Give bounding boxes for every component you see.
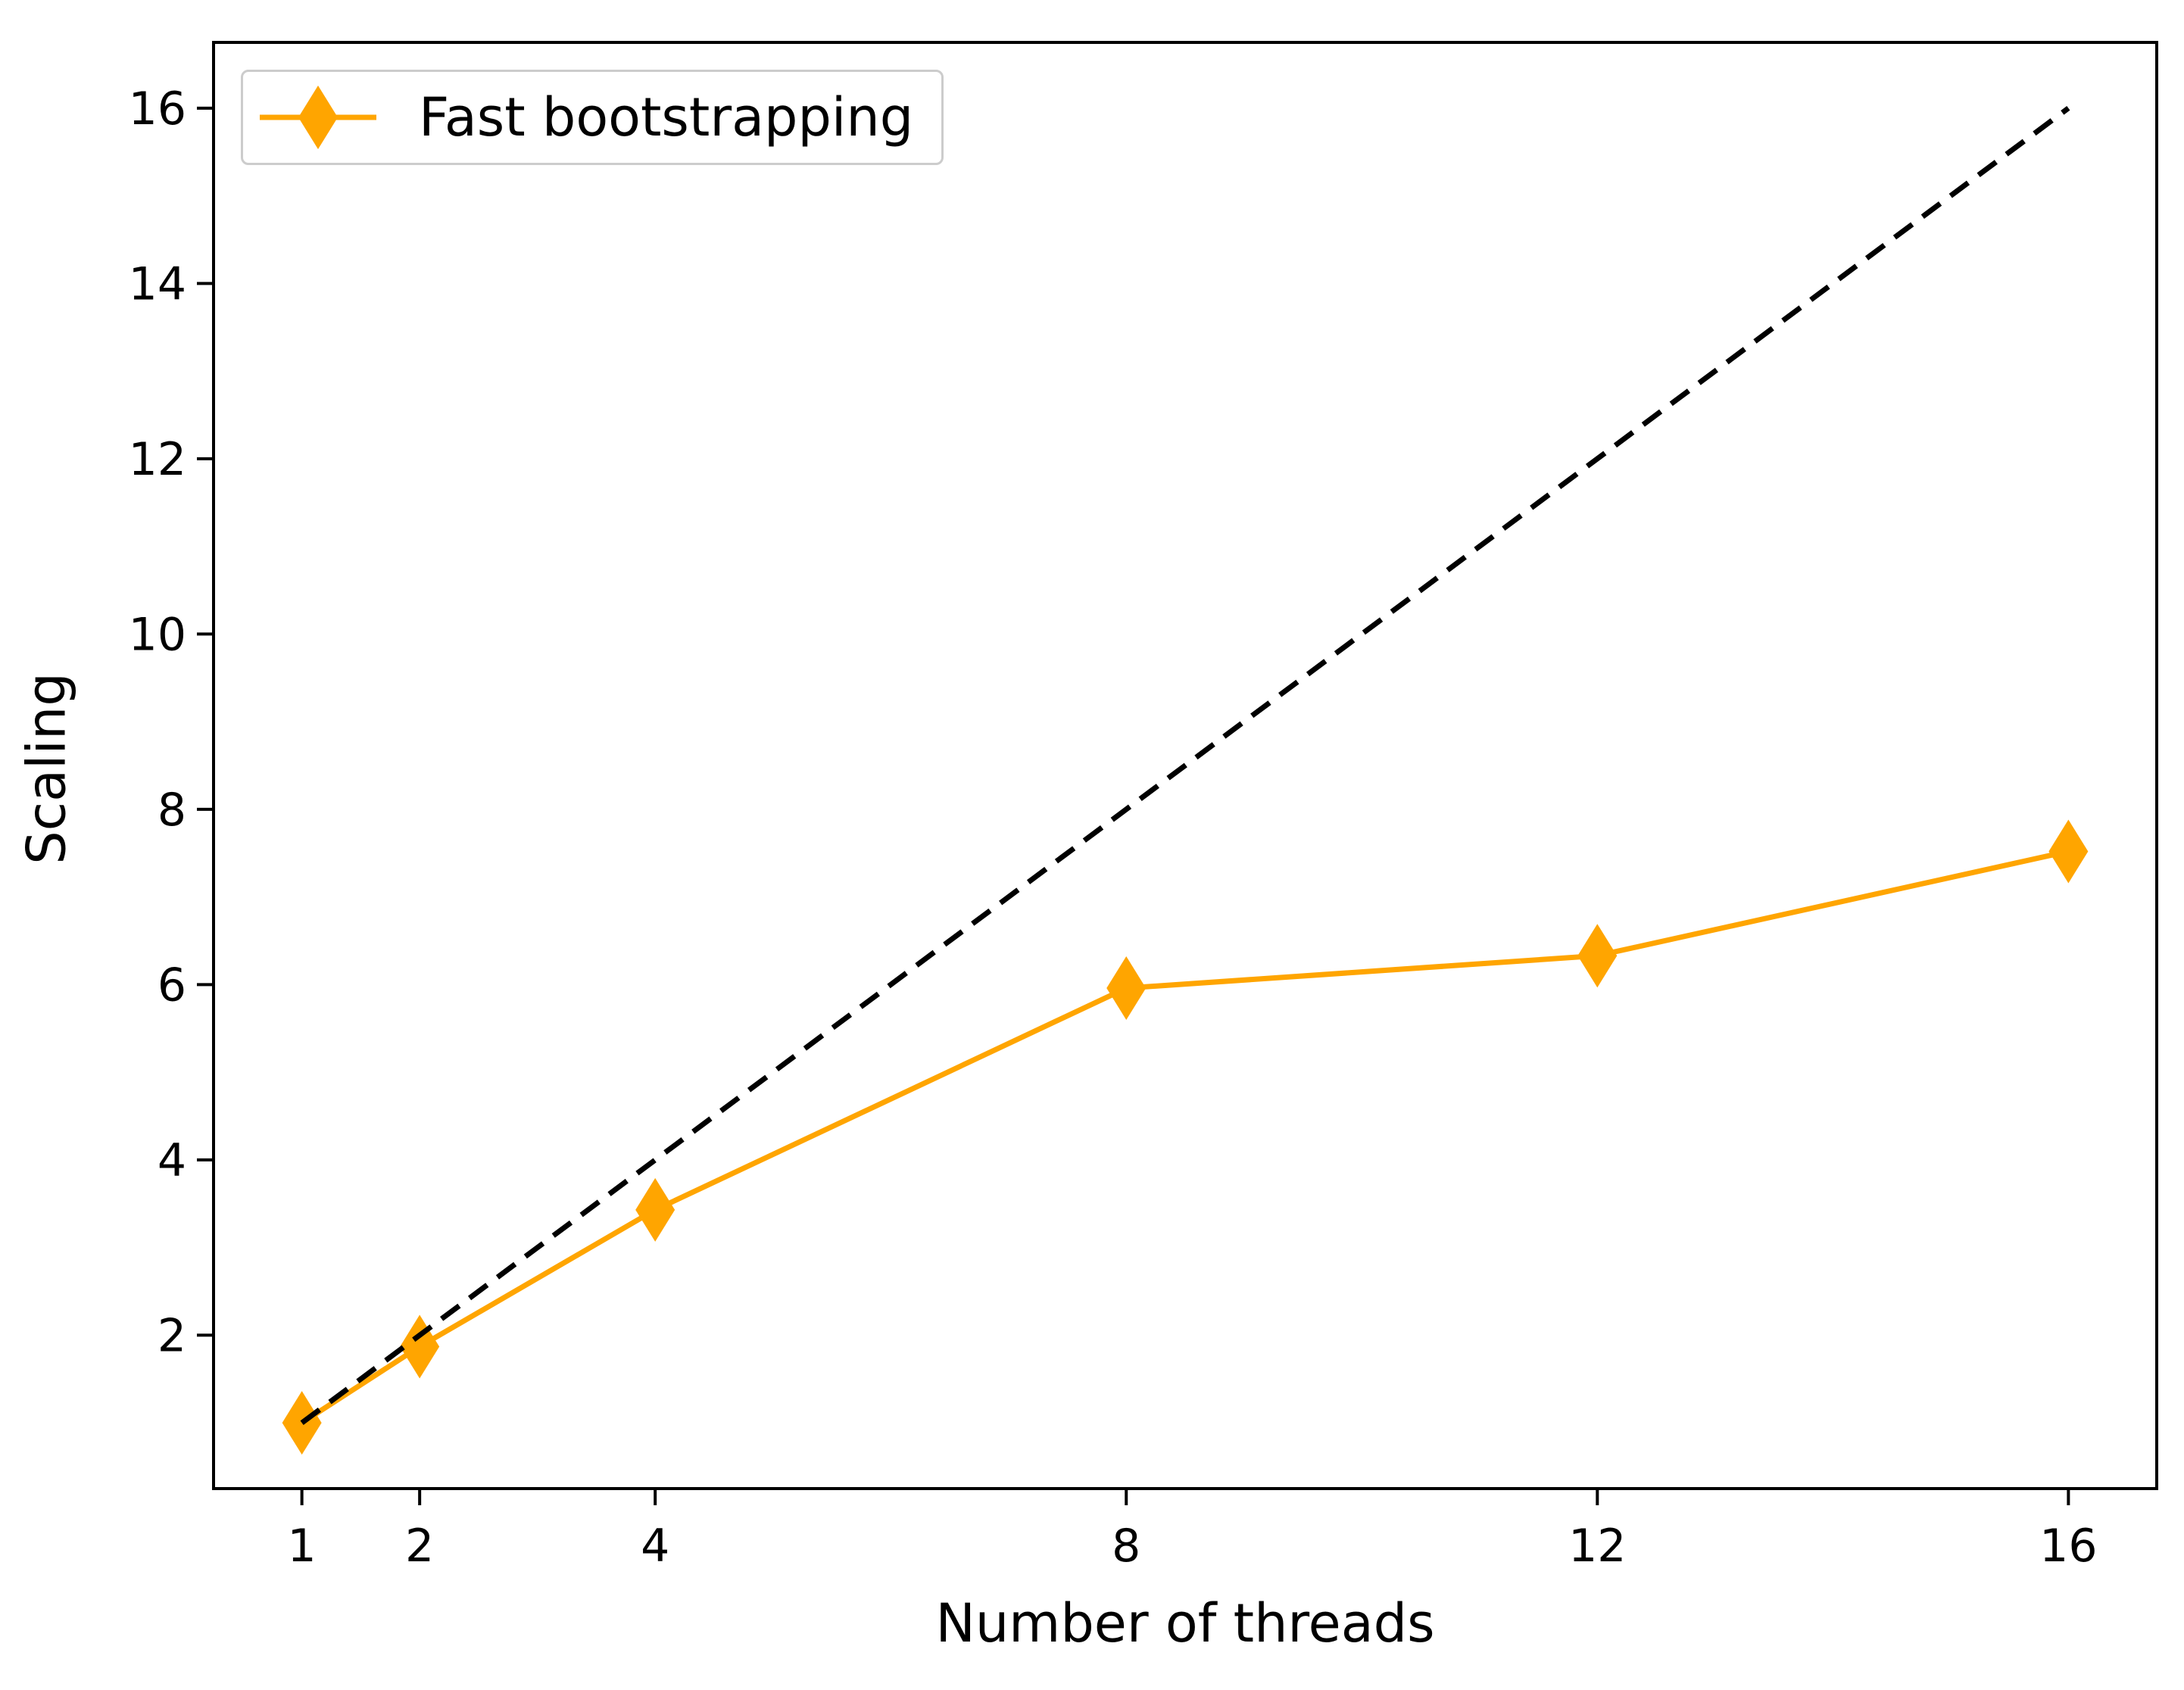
legend-label: Fast bootstrapping bbox=[419, 86, 914, 148]
x-axis-label: Number of threads bbox=[935, 1592, 1435, 1654]
y-tick-label: 6 bbox=[158, 959, 186, 1012]
y-tick-label: 12 bbox=[129, 433, 186, 486]
legend-marker-sample bbox=[260, 86, 376, 149]
y-axis-label: Scaling bbox=[15, 672, 78, 865]
x-tick-label: 12 bbox=[1568, 1520, 1626, 1573]
legend: Fast bootstrapping bbox=[241, 70, 944, 165]
y-tick-label: 4 bbox=[158, 1134, 186, 1187]
y-tick-label: 16 bbox=[129, 83, 186, 136]
data-point-marker bbox=[635, 1177, 675, 1242]
x-tick-label: 8 bbox=[1112, 1520, 1140, 1573]
data-point-marker bbox=[2048, 819, 2089, 884]
x-tick-label: 4 bbox=[641, 1520, 669, 1573]
legend-thin-diamond-icon bbox=[298, 86, 338, 149]
x-tick-label: 1 bbox=[288, 1520, 317, 1573]
data-point-marker bbox=[400, 1314, 440, 1379]
y-tick-label: 14 bbox=[129, 257, 186, 310]
y-tick-label: 8 bbox=[158, 784, 186, 837]
series-line bbox=[299, 848, 2071, 1426]
ideal-scaling-dashed-line bbox=[300, 106, 2070, 1425]
plot-border bbox=[212, 41, 2158, 1490]
data-point-marker bbox=[1106, 956, 1147, 1021]
data-point-marker bbox=[1577, 924, 1618, 988]
x-tick-label: 16 bbox=[2039, 1520, 2097, 1573]
y-tick-label: 10 bbox=[129, 608, 186, 661]
y-tick-label: 2 bbox=[158, 1309, 186, 1362]
x-tick-label: 2 bbox=[405, 1520, 434, 1573]
